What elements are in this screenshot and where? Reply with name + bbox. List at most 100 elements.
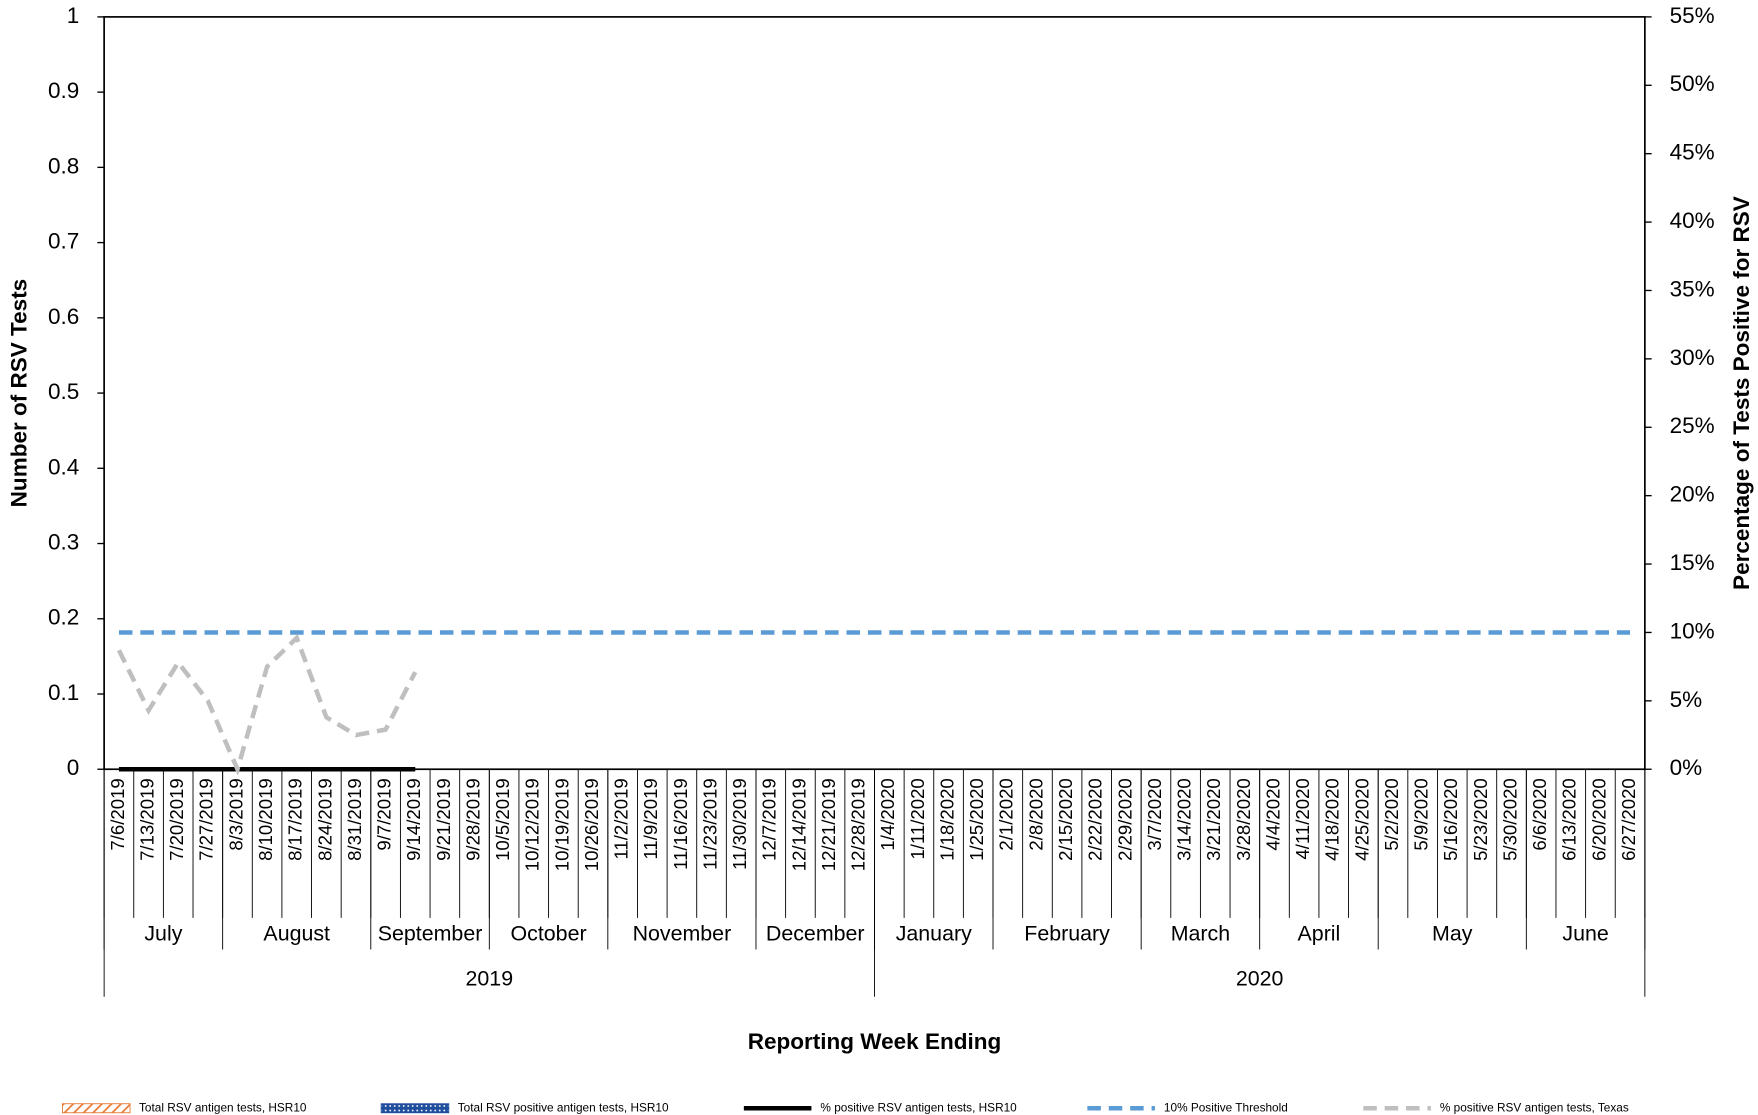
legend-swatch [62, 1103, 131, 1114]
y-tick-label: 1 [67, 3, 80, 28]
x-tick-label: 7/27/2019 [196, 778, 217, 861]
y-axis-title: Number of RSV Tests [7, 279, 32, 508]
y-tick-label: 0.3 [48, 529, 79, 554]
y-tick-label: 0.9 [48, 78, 79, 103]
month-label: May [1432, 921, 1473, 945]
x-tick-label: 12/14/2019 [788, 778, 809, 871]
legend-label: Total RSV positive antigen tests, HSR10 [458, 1100, 669, 1114]
y2-tick-label: 50% [1670, 71, 1715, 96]
y2-tick-label: 30% [1670, 345, 1715, 370]
x-tick-label: 5/2/2020 [1381, 778, 1402, 850]
y-tick-label: 0.8 [48, 153, 79, 178]
x-tick-label: 9/28/2019 [462, 778, 483, 861]
x-tick-label: 6/27/2020 [1618, 778, 1639, 861]
x-tick-label: 2/8/2020 [1025, 778, 1046, 850]
legend-label: 10% Positive Threshold [1164, 1100, 1288, 1114]
month-label: July [144, 921, 182, 945]
x-tick-label: 2/22/2020 [1085, 778, 1106, 861]
legend-label: Total RSV antigen tests, HSR10 [139, 1100, 307, 1114]
x-tick-label: 9/7/2019 [374, 778, 395, 850]
x-tick-label: 5/23/2020 [1470, 778, 1491, 861]
month-label: September [378, 921, 483, 945]
y-tick-label: 0.6 [48, 304, 79, 329]
x-tick-label: 6/6/2020 [1529, 778, 1550, 850]
x-tick-label: 3/7/2020 [1144, 778, 1165, 850]
year-label: 2020 [1236, 967, 1284, 991]
x-tick-label: 10/26/2019 [581, 778, 602, 871]
y2-tick-label: 55% [1670, 3, 1715, 28]
y2-tick-label: 0% [1670, 755, 1703, 780]
legend-label: % positive RSV antigen tests, HSR10 [820, 1100, 1017, 1114]
x-tick-label: 9/14/2019 [403, 778, 424, 861]
x-tick-label: 2/29/2020 [1114, 778, 1135, 861]
x-tick-label: 5/16/2020 [1440, 778, 1461, 861]
x-tick-label: 12/28/2019 [848, 778, 869, 871]
x-axis-title: Reporting Week Ending [748, 1029, 1002, 1054]
x-tick-label: 10/5/2019 [492, 778, 513, 861]
x-tick-label: 4/11/2020 [1292, 778, 1313, 859]
y2-tick-label: 5% [1670, 687, 1703, 712]
x-tick-label: 1/4/2020 [877, 778, 898, 850]
y2-tick-label: 45% [1670, 140, 1715, 165]
year-label: 2019 [466, 967, 514, 991]
y-tick-label: 0 [67, 755, 80, 780]
y2-tick-label: 40% [1670, 208, 1715, 233]
y2-axis-title: Percentage of Tests Positive for RSV [1729, 196, 1754, 590]
y-tick-label: 0.5 [48, 379, 79, 404]
x-tick-label: 8/31/2019 [344, 778, 365, 861]
x-tick-label: 8/10/2019 [255, 778, 276, 861]
plot-frame [103, 16, 1646, 771]
x-tick-label: 1/18/2020 [936, 778, 957, 861]
x-tick-label: 2/1/2020 [996, 778, 1017, 850]
y-tick-label: 0.2 [48, 605, 79, 630]
x-tick-label: 12/21/2019 [818, 778, 839, 871]
month-label: February [1024, 921, 1110, 945]
x-tick-label: 12/7/2019 [759, 778, 780, 861]
x-tick-label: 11/2/2019 [611, 778, 632, 859]
y2-tick-label: 35% [1670, 276, 1715, 301]
x-tick-label: 11/30/2019 [729, 778, 750, 870]
x-tick-label: 3/21/2020 [1203, 778, 1224, 861]
y-tick-label: 0.4 [48, 454, 79, 479]
x-tick-label: 11/16/2019 [670, 778, 691, 870]
x-tick-label: 7/6/2019 [107, 778, 128, 850]
x-tick-label: 3/14/2020 [1174, 778, 1195, 861]
x-tick-label: 6/13/2020 [1559, 778, 1580, 861]
x-tick-label: 4/18/2020 [1322, 778, 1343, 861]
x-tick-label: 1/25/2020 [966, 778, 987, 861]
x-tick-label: 4/25/2020 [1351, 778, 1372, 861]
y-tick-label: 0.1 [48, 680, 79, 705]
line-series [116, 633, 418, 776]
month-label: October [511, 921, 587, 945]
x-tick-label: 6/20/2020 [1588, 778, 1609, 861]
x-tick-label: 8/17/2019 [285, 778, 306, 861]
month-label: November [633, 921, 732, 945]
month-label: June [1562, 921, 1608, 945]
x-tick-label: 10/19/2019 [551, 778, 572, 871]
month-label: March [1171, 921, 1230, 945]
legend-label: % positive RSV antigen tests, Texas [1440, 1100, 1629, 1114]
x-tick-label: 2/15/2020 [1055, 778, 1076, 861]
x-tick-label: 7/13/2019 [136, 778, 157, 861]
x-tick-label: 4/4/2020 [1262, 778, 1283, 850]
month-label: April [1298, 921, 1341, 945]
x-tick-label: 1/11/2020 [907, 778, 928, 859]
x-tick-label: 11/23/2019 [699, 778, 720, 870]
x-tick-label: 10/12/2019 [522, 778, 543, 871]
x-tick-label: 3/28/2020 [1233, 778, 1254, 861]
x-tick-label: 5/30/2020 [1499, 778, 1520, 861]
x-tick-label: 5/9/2020 [1411, 778, 1432, 850]
month-label: December [766, 921, 865, 945]
y2-tick-label: 25% [1670, 413, 1715, 438]
month-label: January [896, 921, 972, 945]
y2-tick-label: 20% [1670, 482, 1715, 507]
y2-tick-label: 10% [1670, 618, 1715, 643]
x-tick-label: 8/3/2019 [225, 778, 246, 850]
x-tick-label: 11/9/2019 [640, 778, 661, 859]
month-label: August [263, 921, 330, 945]
x-tick-label: 9/21/2019 [433, 778, 454, 861]
y-tick-label: 0.7 [48, 229, 79, 254]
legend-swatch [380, 1103, 450, 1114]
